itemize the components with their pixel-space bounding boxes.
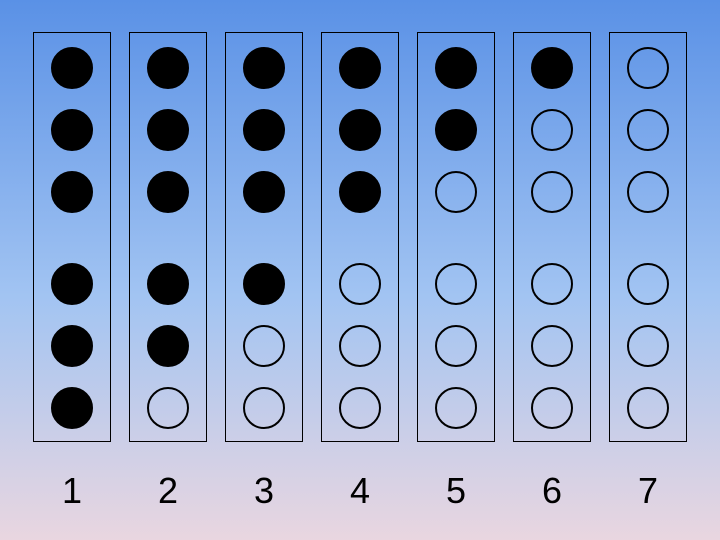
filled-circle [51, 263, 93, 305]
empty-circle [627, 263, 669, 305]
column-label: 3 [254, 470, 274, 512]
filled-circle [51, 387, 93, 429]
column-7: 7 [609, 32, 687, 512]
diagram-canvas: 1 2 3 4 5 6 7 [0, 0, 720, 540]
empty-circle [627, 171, 669, 213]
filled-circle [51, 325, 93, 367]
filled-circle [243, 171, 285, 213]
filled-circle [531, 47, 573, 89]
filled-circle [147, 263, 189, 305]
empty-circle [147, 387, 189, 429]
column-label: 7 [638, 470, 658, 512]
column-box [513, 32, 591, 442]
empty-circle [531, 325, 573, 367]
filled-circle [147, 171, 189, 213]
column-box [321, 32, 399, 442]
filled-circle [435, 47, 477, 89]
filled-circle [51, 47, 93, 89]
empty-circle [531, 109, 573, 151]
empty-circle [339, 387, 381, 429]
column-label: 1 [62, 470, 82, 512]
columns-container: 1 2 3 4 5 6 7 [0, 32, 720, 512]
column-5: 5 [417, 32, 495, 512]
empty-circle [339, 263, 381, 305]
empty-circle [435, 325, 477, 367]
empty-circle [531, 387, 573, 429]
column-box [129, 32, 207, 442]
filled-circle [147, 109, 189, 151]
column-label: 5 [446, 470, 466, 512]
filled-circle [243, 263, 285, 305]
filled-circle [339, 109, 381, 151]
empty-circle [435, 171, 477, 213]
empty-circle [435, 263, 477, 305]
column-6: 6 [513, 32, 591, 512]
empty-circle [627, 109, 669, 151]
filled-circle [147, 47, 189, 89]
empty-circle [531, 263, 573, 305]
filled-circle [243, 109, 285, 151]
column-label: 6 [542, 470, 562, 512]
empty-circle [243, 325, 285, 367]
filled-circle [147, 325, 189, 367]
column-label: 2 [158, 470, 178, 512]
empty-circle [531, 171, 573, 213]
filled-circle [435, 109, 477, 151]
column-box [225, 32, 303, 442]
column-4: 4 [321, 32, 399, 512]
column-3: 3 [225, 32, 303, 512]
empty-circle [243, 387, 285, 429]
column-box [33, 32, 111, 442]
empty-circle [627, 325, 669, 367]
filled-circle [51, 109, 93, 151]
empty-circle [627, 387, 669, 429]
empty-circle [435, 387, 477, 429]
empty-circle [339, 325, 381, 367]
column-box [609, 32, 687, 442]
column-box [417, 32, 495, 442]
column-label: 4 [350, 470, 370, 512]
filled-circle [243, 47, 285, 89]
filled-circle [51, 171, 93, 213]
filled-circle [339, 171, 381, 213]
column-1: 1 [33, 32, 111, 512]
filled-circle [339, 47, 381, 89]
column-2: 2 [129, 32, 207, 512]
empty-circle [627, 47, 669, 89]
